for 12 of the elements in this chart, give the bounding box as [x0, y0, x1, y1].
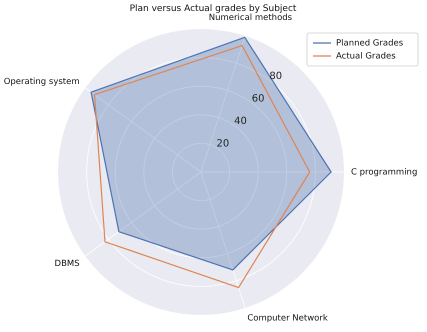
spoke-label: Numerical methods: [208, 12, 293, 23]
chart-title: Plan versus Actual grades by Subject: [130, 4, 297, 14]
y-tick-label: 40: [234, 116, 247, 128]
y-tick-label: 20: [216, 138, 230, 150]
legend-label: Planned Grades: [336, 38, 404, 48]
spoke-label: Computer Network: [247, 313, 328, 324]
y-tick-label: 80: [269, 71, 282, 82]
y-tick-label: 60: [252, 94, 264, 105]
spoke-label: Operating system: [4, 76, 80, 87]
spoke-label: DBMS: [54, 258, 80, 269]
legend-label: Actual Grades: [336, 51, 396, 62]
spoke-label: C programming: [351, 167, 418, 178]
